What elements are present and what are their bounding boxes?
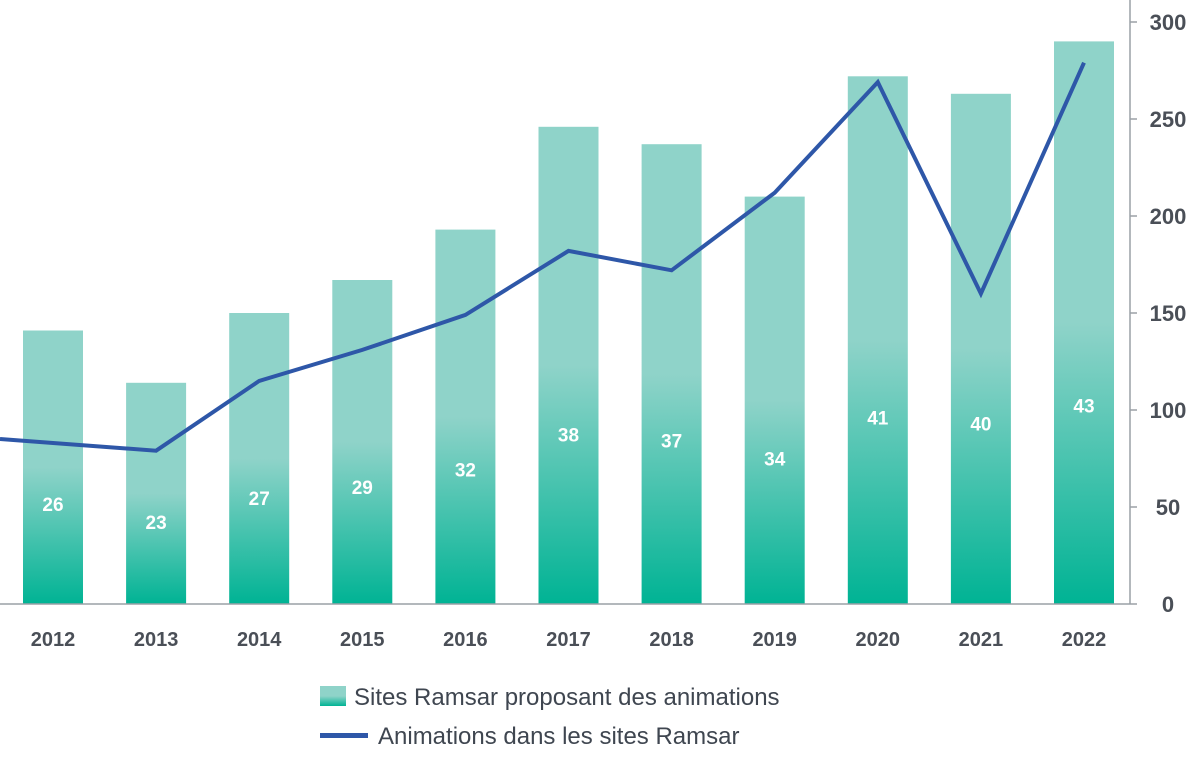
- x-tick-label-2014: 2014: [237, 629, 282, 651]
- bar-2022: [1054, 41, 1114, 604]
- bar-2015: [332, 280, 392, 604]
- bar-2019: [745, 197, 805, 604]
- legend-swatch-line: [320, 733, 368, 738]
- bar-2012: [23, 331, 83, 605]
- data-label-2022: 43: [1073, 397, 1094, 418]
- bar-2016: [435, 230, 495, 604]
- y-tick-label-0: 0: [1162, 592, 1174, 617]
- x-tick-label-2016: 2016: [443, 629, 488, 651]
- x-tick-label-2013: 2013: [134, 629, 179, 651]
- data-label-2020: 41: [867, 409, 889, 430]
- legend: Sites Ramsar proposant des animations An…: [320, 684, 780, 750]
- y-ticks-layer: 0 50 100 150 200 250 300: [1130, 10, 1186, 617]
- x-tick-label-2021: 2021: [959, 629, 1004, 651]
- y-tick-label-50: 50: [1156, 495, 1180, 520]
- data-label-2017: 38: [558, 426, 579, 447]
- data-label-2016: 32: [455, 461, 476, 482]
- x-tick-label-2018: 2018: [649, 629, 694, 651]
- data-label-2018: 37: [661, 432, 682, 453]
- data-label-2013: 23: [146, 513, 167, 534]
- x-tick-label-2022: 2022: [1062, 629, 1107, 651]
- data-label-2012: 26: [42, 495, 63, 516]
- data-label-2019: 34: [764, 450, 786, 471]
- bars-layer: [23, 41, 1114, 604]
- bar-2020: [848, 76, 908, 604]
- y-tick-label-300: 300: [1150, 10, 1187, 35]
- x-ticks-layer: 2012 2013 2014 2015 2016 2017 2018 2019 2020 2021…: [31, 629, 1107, 651]
- data-label-2014: 27: [249, 489, 270, 510]
- data-label-2021: 40: [970, 415, 991, 436]
- bar-2021: [951, 94, 1011, 604]
- y-tick-label-100: 100: [1150, 398, 1187, 423]
- bar-2013: [126, 383, 186, 604]
- x-tick-label-2019: 2019: [752, 629, 797, 651]
- legend-label-line: Animations dans les sites Ramsar: [378, 723, 739, 750]
- legend-swatch-bars: [320, 686, 346, 706]
- x-tick-label-2015: 2015: [340, 629, 385, 651]
- y-tick-label-250: 250: [1150, 107, 1187, 132]
- y-tick-label-150: 150: [1150, 301, 1187, 326]
- bar-2014: [229, 313, 289, 604]
- x-tick-label-2020: 2020: [856, 629, 901, 651]
- y-tick-label-200: 200: [1150, 204, 1187, 229]
- bar-2018: [642, 144, 702, 604]
- x-tick-label-2017: 2017: [546, 629, 591, 651]
- data-label-2015: 29: [352, 478, 373, 499]
- bar-2017: [539, 127, 599, 604]
- legend-label-bars: Sites Ramsar proposant des animations: [354, 684, 780, 711]
- x-tick-label-2012: 2012: [31, 629, 76, 651]
